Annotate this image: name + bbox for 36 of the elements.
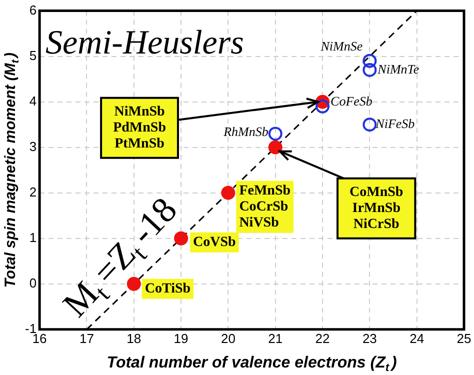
x-tick-label: 24 <box>410 330 424 346</box>
annotation: FeMnSb CoCrSb NiVSb <box>239 183 291 230</box>
y-tick-label: 5 <box>29 48 37 63</box>
annotation: CoFeSb <box>330 93 373 108</box>
x-tick-label: 21 <box>268 330 283 346</box>
point <box>221 186 236 200</box>
x-tick-label: 18 <box>126 330 142 346</box>
x-tick-label: 17 <box>79 330 94 346</box>
annotation: NiMnSe <box>320 38 363 54</box>
point <box>362 62 377 77</box>
point <box>316 99 330 114</box>
x-tick-label: 25 <box>456 330 472 346</box>
point <box>362 118 377 132</box>
y-tick-label: 6 <box>29 2 37 18</box>
point <box>268 126 282 141</box>
annotation: RhMnSb <box>222 124 269 140</box>
point <box>174 231 188 246</box>
annotation: NiFeSb <box>374 116 416 132</box>
annotation: Semi-Heuslers <box>46 24 244 62</box>
y-axis-title: Total spin magnetic moment (Mt) <box>2 52 22 288</box>
y-tick-label: 2 <box>29 184 37 200</box>
annotation: NiMnSb PdMnSb PtMnSb <box>113 104 166 152</box>
annotation: CoVSb <box>193 234 236 250</box>
y-tick-label: 0 <box>29 275 37 290</box>
x-tick-label: 20 <box>220 330 236 346</box>
y-tick-label: 1 <box>29 230 37 245</box>
annotation: CoTiSb <box>144 281 191 296</box>
annotation: CoMnSb IrMnSb NiCrSb <box>350 184 404 232</box>
point <box>362 54 377 68</box>
x-tick-label: 23 <box>362 330 377 346</box>
x-tick-label: 22 <box>315 330 330 346</box>
annotation: NiMnTe <box>376 61 420 76</box>
point <box>268 140 282 154</box>
y-tick-label: 3 <box>29 138 37 154</box>
x-tick-label: 19 <box>174 330 188 346</box>
y-tick-label: 4 <box>29 93 37 108</box>
